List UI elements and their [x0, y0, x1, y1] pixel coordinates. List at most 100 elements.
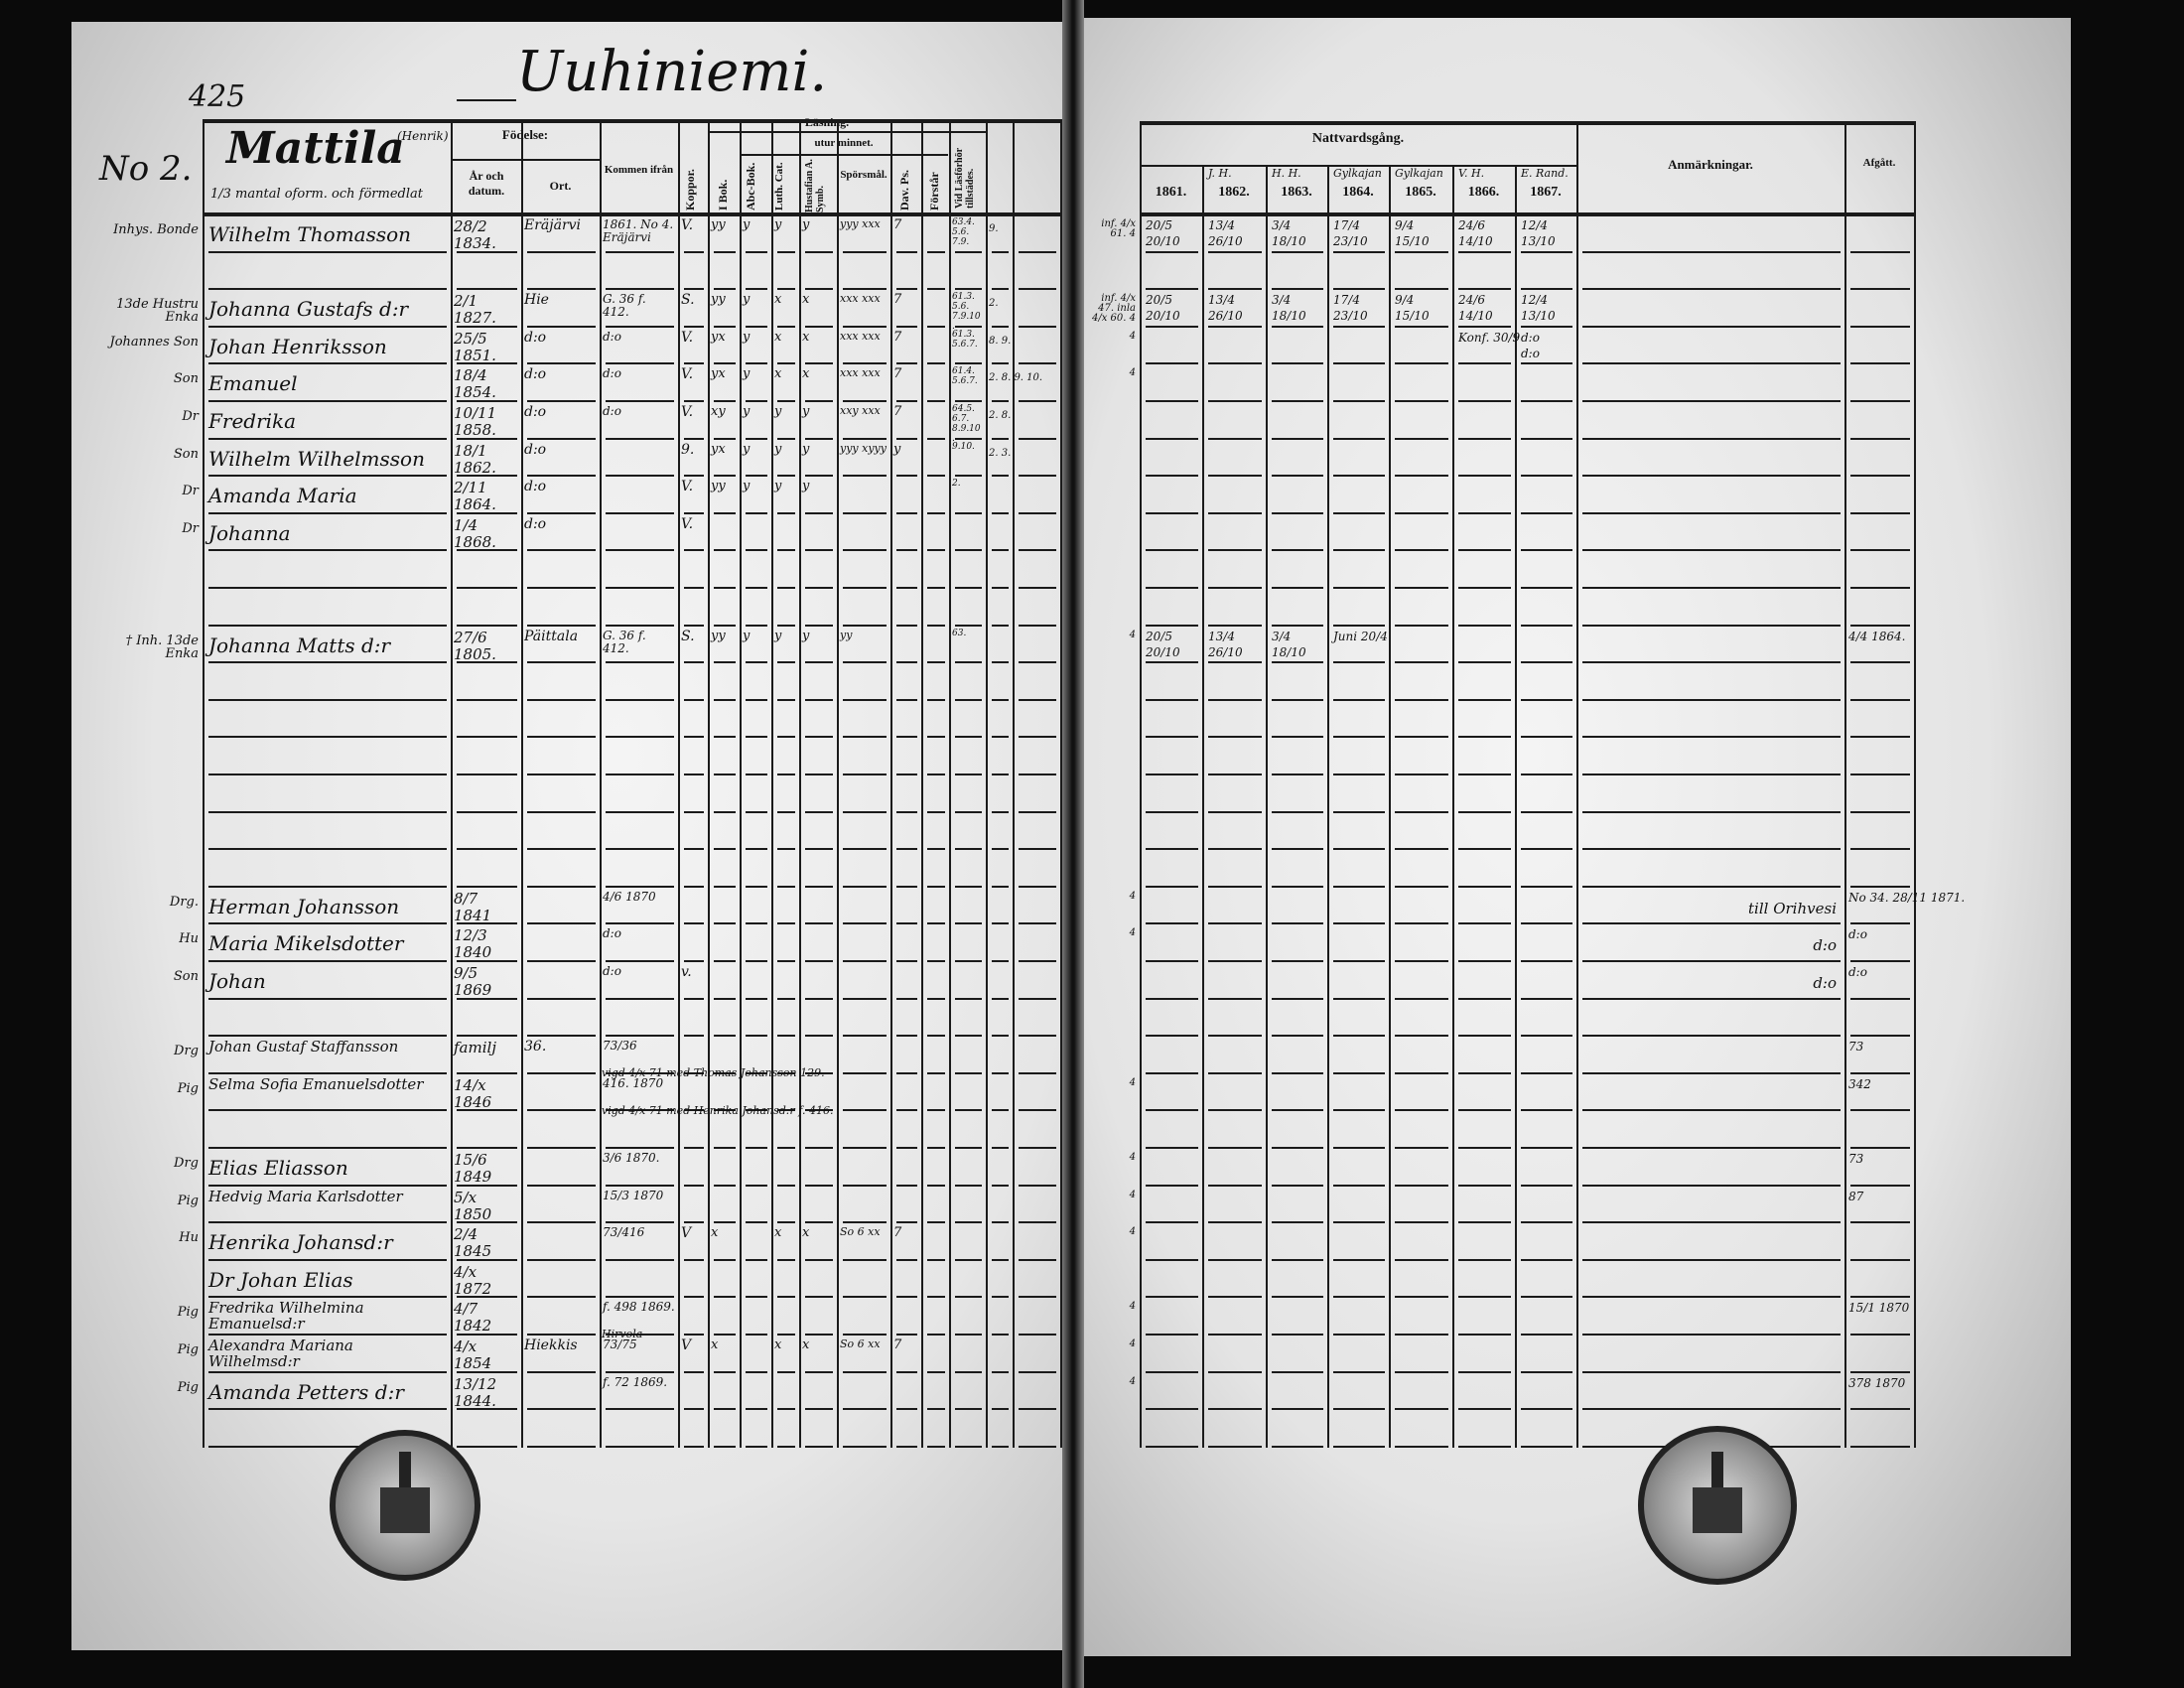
cell-birth: 18/4 1854. [454, 366, 496, 401]
row-rule [1458, 625, 1511, 627]
row-rule [1521, 625, 1572, 627]
person-name: Hedvig Maria Karlsdotter [208, 1188, 403, 1205]
row-rule [896, 848, 917, 850]
row-rule [843, 848, 887, 850]
row-rule [714, 438, 736, 440]
cell-symb: x [802, 366, 810, 381]
row-rule [843, 1072, 887, 1074]
row-rule [1019, 661, 1056, 663]
departed: 342 [1848, 1077, 1871, 1091]
communion-date: 13/4 [1208, 293, 1235, 307]
row-rule [606, 251, 674, 253]
cell-birth: 2/1 1827. [454, 292, 496, 327]
row-rule [1208, 326, 1262, 328]
row-rule [843, 1221, 887, 1223]
row-rule [805, 1259, 833, 1261]
row-rule [746, 512, 767, 514]
row-rule [1146, 848, 1198, 850]
row-rule [1395, 1259, 1448, 1261]
row-rule [777, 960, 795, 962]
row-rule [1850, 1109, 1910, 1111]
communion-date: 17/4 [1333, 218, 1360, 232]
row-rule [606, 922, 674, 924]
row-rule [896, 1259, 917, 1261]
cell-koppor: V. [681, 217, 694, 233]
column-rule [451, 119, 453, 1448]
row-rule [805, 326, 833, 328]
row-rule [1019, 1408, 1056, 1410]
row-rule [1521, 251, 1572, 253]
row-rule [955, 736, 982, 738]
row-rule [843, 251, 887, 253]
row-rule [927, 1296, 945, 1298]
cell-ps: 7 [893, 366, 902, 381]
row-rule [1208, 960, 1262, 962]
row-rule [746, 475, 767, 477]
row-rule [1333, 1035, 1385, 1037]
row-rule [1272, 625, 1323, 627]
communion-date: 3/4 [1272, 218, 1292, 232]
cell-birth: 28/2 1834. [454, 217, 496, 252]
row-rule [1333, 1072, 1385, 1074]
row-rule [955, 922, 982, 924]
row-rule [208, 1371, 447, 1373]
row-rule [457, 512, 517, 514]
cell-lasforhor: 2. [952, 479, 961, 489]
row-rule [1582, 438, 1841, 440]
row-rule [1521, 362, 1572, 364]
row-rule [927, 1035, 945, 1037]
row-rule [1146, 362, 1198, 364]
row-rule [527, 998, 596, 1000]
row-rule [684, 549, 704, 551]
row-rule [1272, 1221, 1323, 1223]
row-rule [1582, 587, 1841, 589]
communion-date: 20/5 [1146, 630, 1172, 643]
header-forstar: Förstår [927, 172, 941, 211]
row-rule [1272, 1446, 1323, 1448]
row-rule [927, 288, 945, 290]
row-rule [1333, 512, 1385, 514]
row-rule [805, 288, 833, 290]
row-rule [1582, 1185, 1841, 1187]
header-abc: Abc-Bok. [744, 162, 757, 211]
cell-birth: 12/3 1840 [454, 926, 492, 961]
row-rule [896, 438, 917, 440]
row-rule [1850, 1408, 1910, 1410]
row-rule [992, 326, 1009, 328]
communion-date: 13/10 [1521, 309, 1556, 323]
row-rule [714, 1446, 736, 1448]
row-rule [896, 288, 917, 290]
row-rule [714, 400, 736, 402]
row-rule [1458, 251, 1511, 253]
row-rule [1395, 288, 1448, 290]
row-rule [805, 1221, 833, 1223]
row-rule [1208, 736, 1262, 738]
right-page [1078, 18, 2071, 1656]
cell-from: 73/416 [603, 1225, 645, 1239]
row-rule [992, 848, 1009, 850]
row-rule [1333, 549, 1385, 551]
cell-symb: y [802, 217, 810, 232]
margin-note: inf. 4/x 47. inla 4/x 60. 4 [1092, 293, 1136, 324]
row-rule [1333, 1408, 1385, 1410]
row-rule [992, 736, 1009, 738]
header-ort: Ort. [549, 179, 572, 193]
row-rule [1019, 848, 1056, 850]
row-rule [843, 1371, 887, 1373]
row-rule [746, 1408, 767, 1410]
row-rule [1458, 1446, 1511, 1448]
row-rule [955, 288, 982, 290]
row-rule [777, 288, 795, 290]
row-rule [1521, 512, 1572, 514]
row-rule [1146, 699, 1198, 701]
row-rule [684, 811, 704, 813]
row-rule [843, 326, 887, 328]
row-rule [1208, 774, 1262, 775]
row-rule [457, 1371, 517, 1373]
cell-spors: yyy xyyy [840, 442, 887, 455]
row-rule [955, 661, 982, 663]
row-rule [896, 251, 917, 253]
row-rule [1019, 475, 1056, 477]
header-year: 1865. [1405, 185, 1436, 200]
cell-abc: y [743, 217, 751, 232]
